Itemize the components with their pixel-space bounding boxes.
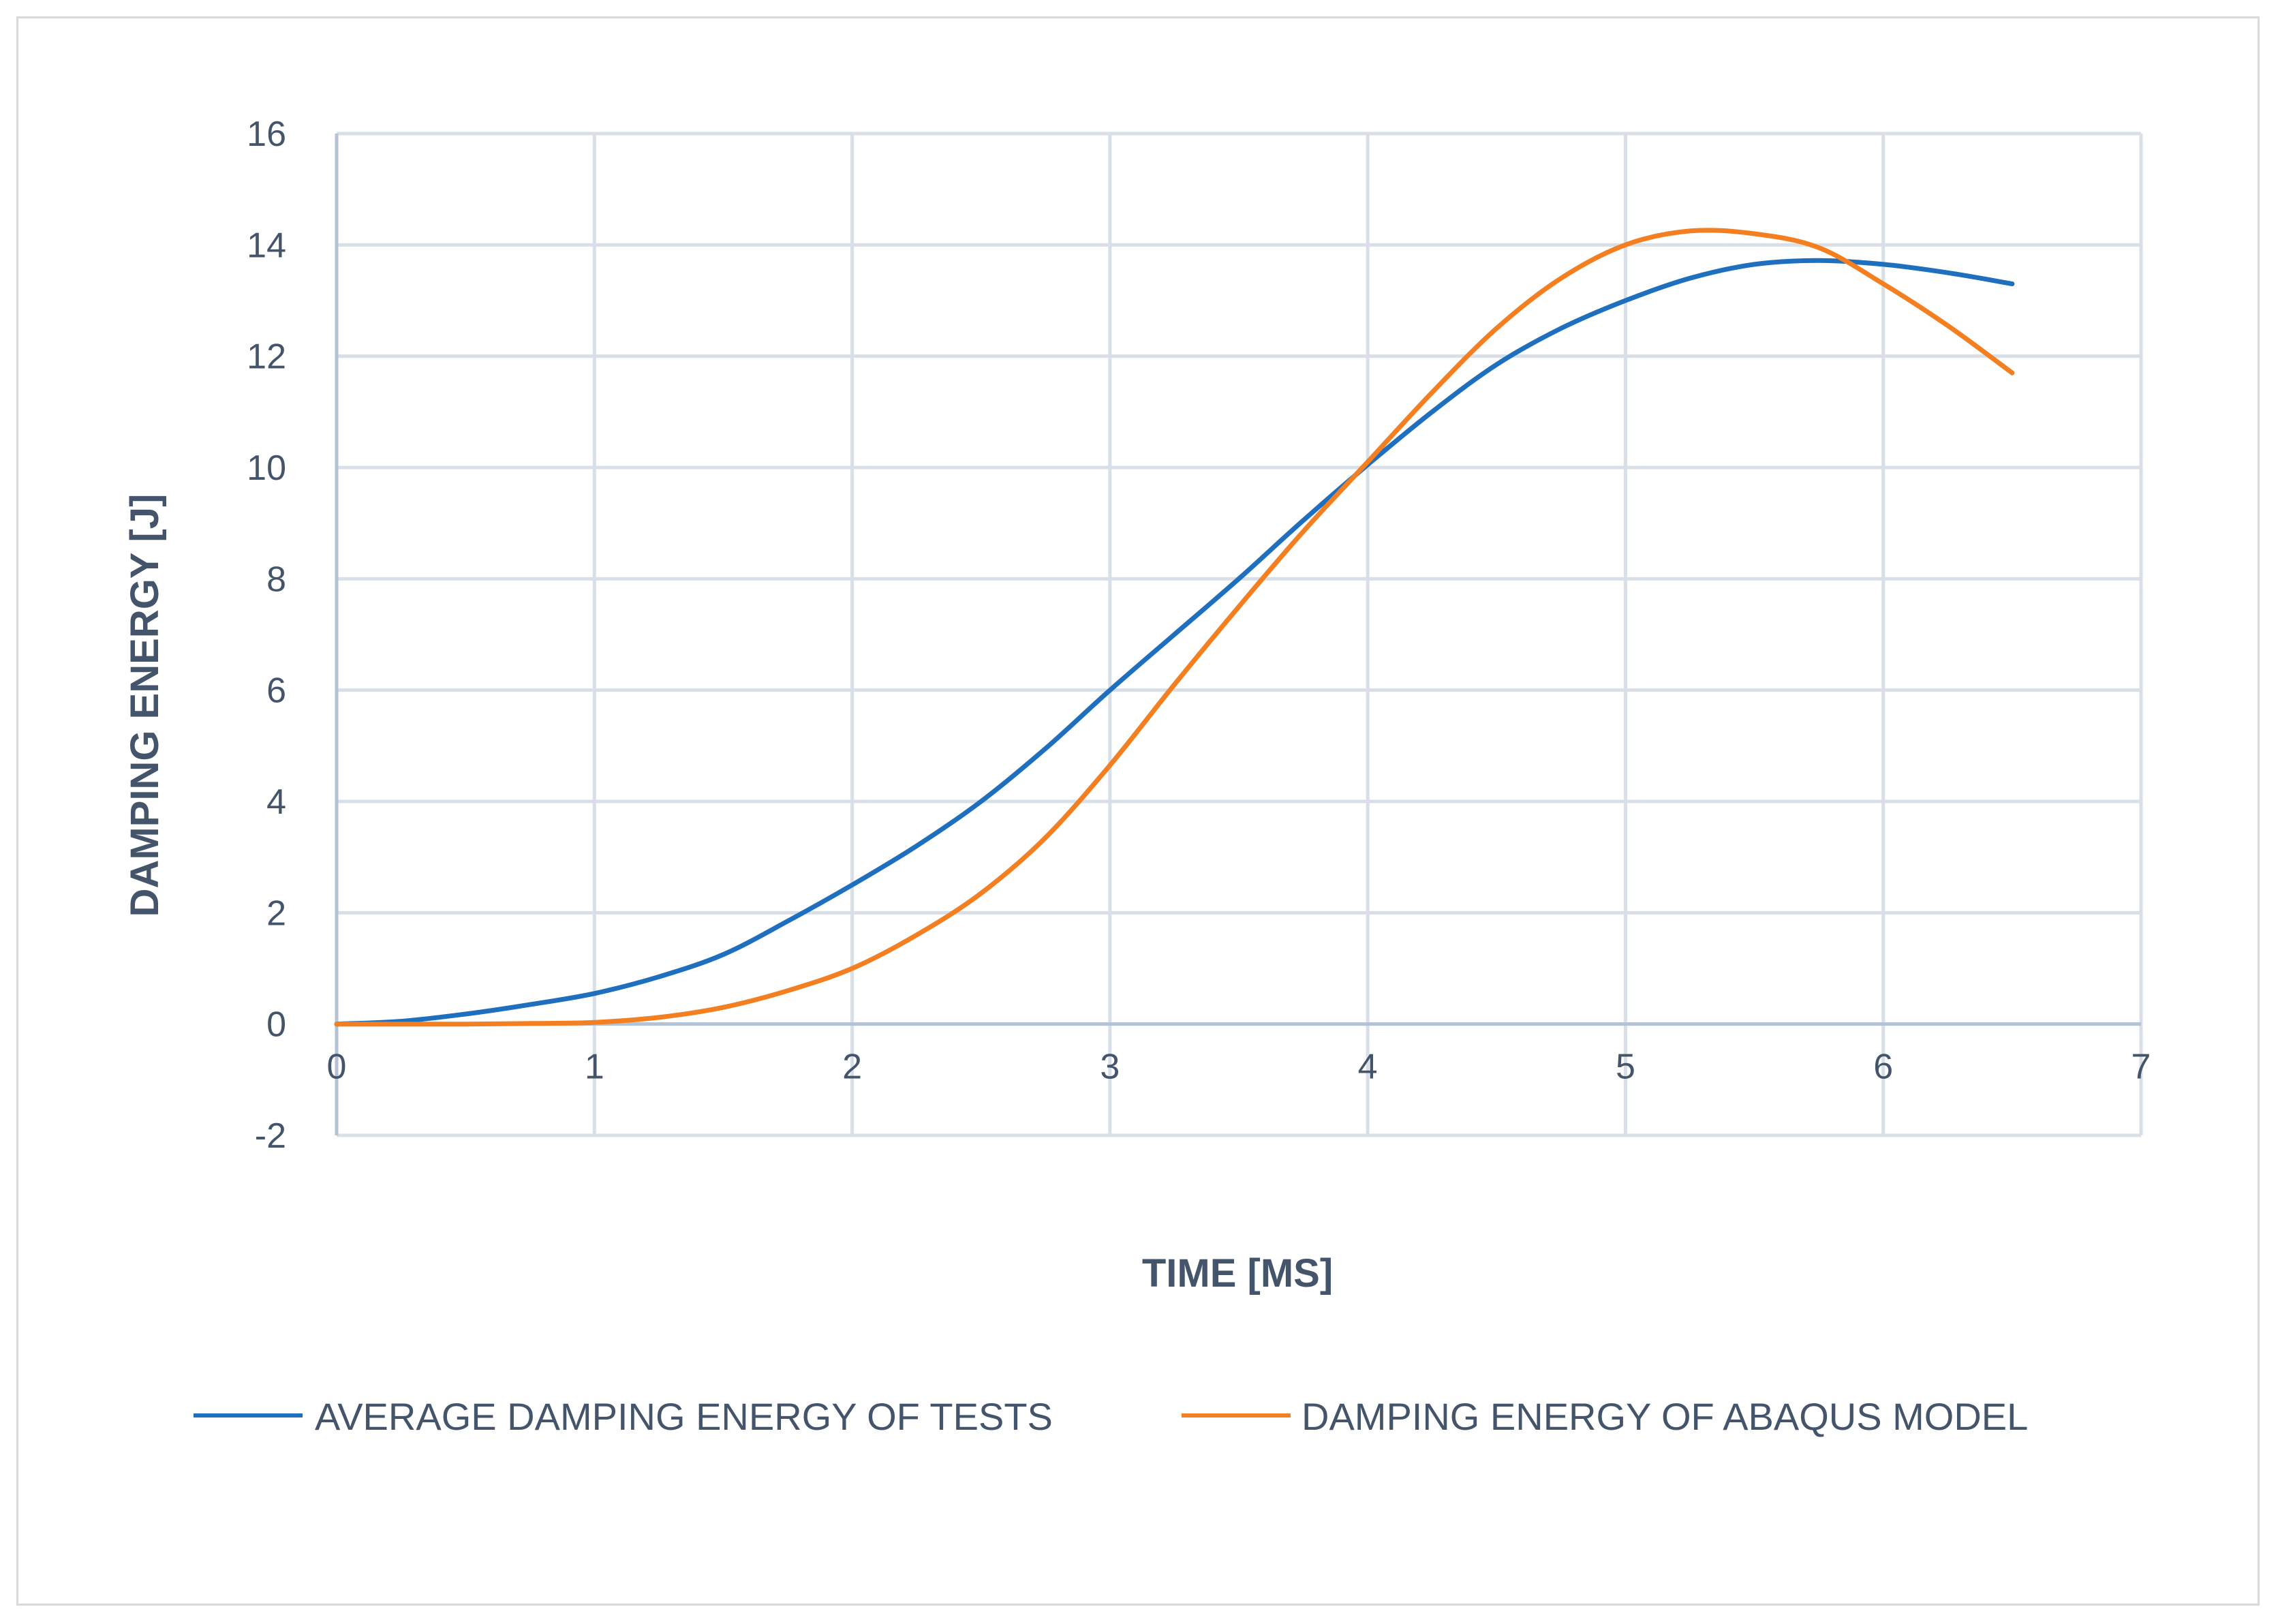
x-tick-label: 7 xyxy=(2131,1047,2151,1087)
x-tick-label: 4 xyxy=(1358,1047,1378,1087)
y-tick-label: 14 xyxy=(247,226,286,265)
y-tick-label: 2 xyxy=(266,893,286,933)
y-tick-label: 4 xyxy=(266,782,286,822)
grid xyxy=(335,132,2143,1137)
x-tick-label: 2 xyxy=(842,1047,862,1087)
x-tick-labels: 0 1 2 3 4 5 6 7 xyxy=(327,1047,2151,1087)
y-tick-label: 8 xyxy=(266,560,286,599)
legend-label-abaqus-model: DAMPING ENERGY OF ABAQUS MODEL xyxy=(1302,1395,2028,1438)
y-tick-label: 10 xyxy=(247,448,286,488)
y-tick-label: 16 xyxy=(247,114,286,154)
y-tick-label: 12 xyxy=(247,337,286,377)
y-tick-label: -2 xyxy=(255,1116,286,1156)
legend: AVERAGE DAMPING ENERGY OF TESTS DAMPING … xyxy=(194,1395,2028,1438)
series-line-average-tests xyxy=(334,258,2015,1027)
x-tick-label: 6 xyxy=(1873,1047,1893,1087)
zero-axis xyxy=(335,134,2141,1135)
y-axis-title: DAMPING ENERGY [J] xyxy=(123,494,167,917)
y-tick-label: 0 xyxy=(266,1005,286,1045)
x-tick-label: 0 xyxy=(327,1047,347,1087)
series-line-abaqus-model xyxy=(334,228,2015,1027)
x-tick-label: 1 xyxy=(585,1047,604,1087)
y-tick-labels: -2 0 2 4 6 8 10 12 14 16 xyxy=(247,114,286,1156)
x-axis-title: TIME [MS] xyxy=(1142,1251,1333,1296)
legend-label-average-tests: AVERAGE DAMPING ENERGY OF TESTS xyxy=(315,1395,1053,1438)
y-tick-label: 6 xyxy=(266,671,286,711)
x-tick-label: 5 xyxy=(1616,1047,1635,1087)
series-lines xyxy=(334,228,2015,1027)
chart-frame xyxy=(16,16,2260,1606)
x-tick-label: 3 xyxy=(1100,1047,1120,1087)
